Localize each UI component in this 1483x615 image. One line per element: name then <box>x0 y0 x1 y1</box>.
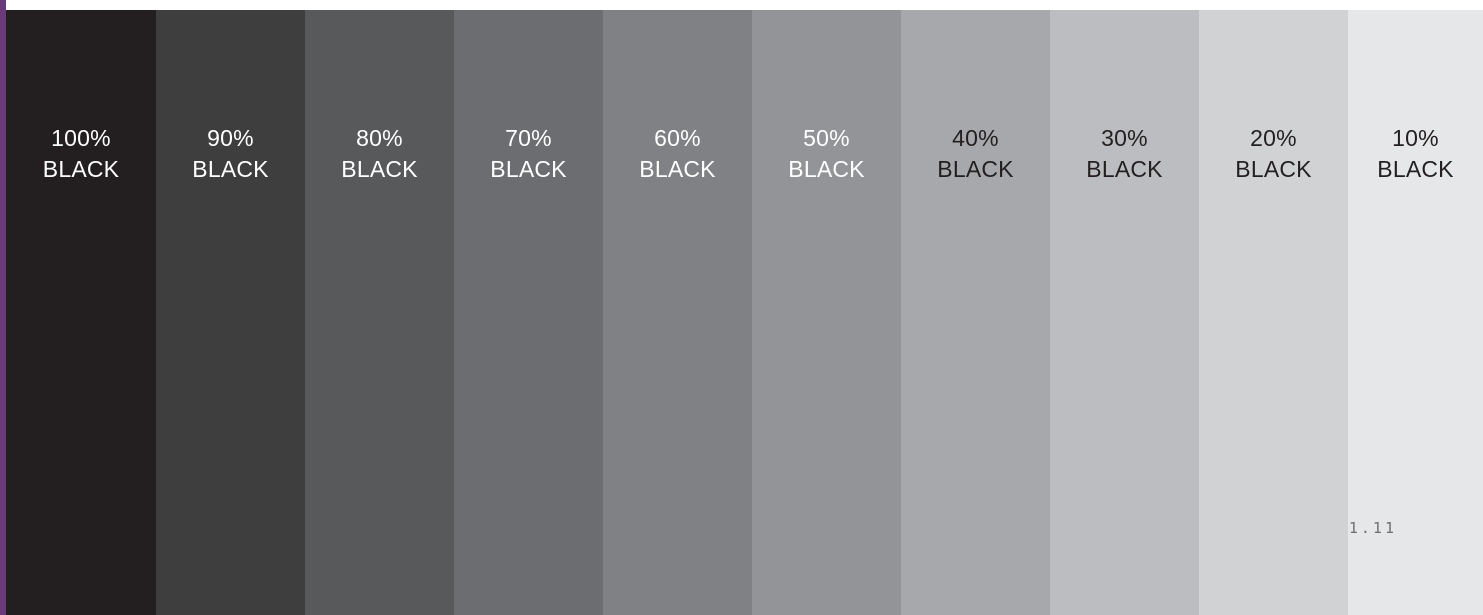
swatch-percent: 90% <box>207 125 254 151</box>
swatch-percent: 30% <box>1101 125 1148 151</box>
swatch-name: BLACK <box>1377 156 1454 182</box>
swatch-name: BLACK <box>788 156 865 182</box>
swatch-90-black: 90% BLACK <box>156 10 305 615</box>
swatch-percent: 70% <box>505 125 552 151</box>
swatch-label: 100% BLACK <box>6 123 156 185</box>
swatch-name: BLACK <box>639 156 716 182</box>
swatch-name: BLACK <box>937 156 1014 182</box>
swatch-name: BLACK <box>42 156 120 182</box>
swatch-percent: 60% <box>654 125 701 151</box>
swatch-label: 40% BLACK <box>901 123 1050 185</box>
swatch-name: BLACK <box>192 156 269 182</box>
swatch-10-black: 10% BLACK <box>1348 10 1483 615</box>
swatch-percent: 40% <box>952 125 999 151</box>
swatch-30-black: 30% BLACK <box>1050 10 1199 615</box>
swatch-name: BLACK <box>490 156 567 182</box>
swatch-label: 10% BLACK <box>1348 123 1483 185</box>
swatch-label: 60% BLACK <box>603 123 752 185</box>
swatch-80-black: 80% BLACK <box>305 10 454 615</box>
swatch-label: 90% BLACK <box>156 123 305 185</box>
swatch-20-black: 20% BLACK <box>1199 10 1348 615</box>
swatch-percent: 80% <box>356 125 403 151</box>
swatch-40-black: 40% BLACK <box>901 10 1050 615</box>
swatch-50-black: 50% BLACK <box>752 10 901 615</box>
swatch-100-black: 100% BLACK <box>6 10 156 615</box>
swatch-name: BLACK <box>1235 156 1312 182</box>
swatch-percent: 100% <box>51 125 111 151</box>
swatch-name: BLACK <box>341 156 418 182</box>
swatch-60-black: 60% BLACK <box>603 10 752 615</box>
swatch-row: 100% BLACK 90% BLACK 80% BLACK 70% BLACK <box>6 10 1483 615</box>
accent-bar <box>0 0 6 615</box>
swatch-label: 30% BLACK <box>1050 123 1199 185</box>
swatch-label: 80% BLACK <box>305 123 454 185</box>
page-number: 1.11 <box>1348 519 1397 537</box>
swatch-70-black: 70% BLACK <box>454 10 603 615</box>
swatch-percent: 10% <box>1392 125 1439 151</box>
swatch-percent: 50% <box>803 125 850 151</box>
swatch-label: 20% BLACK <box>1199 123 1348 185</box>
swatch-label: 50% BLACK <box>752 123 901 185</box>
swatch-label: 70% BLACK <box>454 123 603 185</box>
swatch-percent: 20% <box>1250 125 1297 151</box>
swatch-name: BLACK <box>1086 156 1163 182</box>
